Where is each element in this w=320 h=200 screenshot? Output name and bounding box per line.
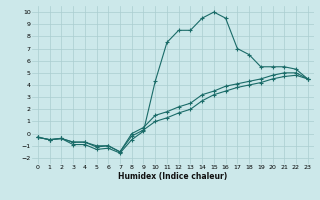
X-axis label: Humidex (Indice chaleur): Humidex (Indice chaleur): [118, 172, 228, 181]
